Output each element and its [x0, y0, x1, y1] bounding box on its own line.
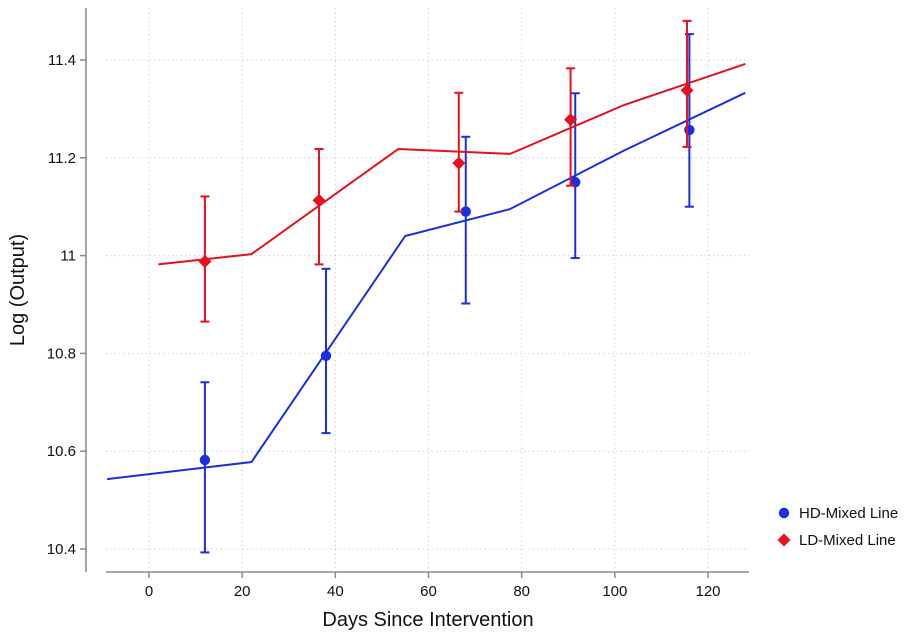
y-tick-label: 11 [60, 248, 76, 265]
fit-line [106, 91, 746, 481]
y-tick-label: 10.4 [47, 541, 76, 558]
data-point [680, 83, 694, 97]
series [106, 19, 746, 554]
legend-label-hd: HD-Mixed Line [799, 505, 898, 522]
grid [106, 8, 749, 572]
x-tick-label: 60 [420, 583, 437, 600]
data-point [199, 454, 211, 466]
x-tick-label: 20 [234, 583, 251, 600]
series-ld [158, 19, 746, 323]
legend-marker-hd [778, 507, 790, 519]
x-axis-title: Days Since Intervention [322, 609, 533, 631]
y-tick-label: 11.2 [48, 150, 76, 167]
legend-marker-ld [777, 533, 791, 547]
y-tick-label: 10.8 [47, 345, 76, 362]
data-point [564, 113, 578, 127]
x-tick-label: 120 [695, 583, 720, 600]
x-tick-label: 40 [327, 583, 344, 600]
data-point [312, 193, 326, 207]
data-point [684, 124, 695, 136]
data-point [460, 206, 471, 217]
data-point [320, 350, 332, 362]
fit-line [158, 62, 746, 266]
data-point [452, 156, 466, 170]
legend-label-ld: LD-Mixed Line [799, 532, 896, 549]
tick-labels: 0 20 40 60 80 100 120 10.4 10.6 10.8 11 11.2 11.4 [47, 52, 721, 600]
y-tick-label: 11.4 [48, 52, 76, 69]
axes [85, 8, 749, 573]
y-axis-title: Log (Output) [7, 234, 29, 346]
series-hd [106, 33, 746, 554]
x-tick-label: 0 [145, 583, 153, 600]
data-point [198, 254, 212, 268]
x-tick-label: 80 [513, 583, 530, 600]
x-tick-label: 100 [602, 583, 627, 600]
legend: HD-Mixed Line LD-Mixed Line [777, 505, 898, 549]
y-tick-label: 10.6 [47, 443, 76, 460]
